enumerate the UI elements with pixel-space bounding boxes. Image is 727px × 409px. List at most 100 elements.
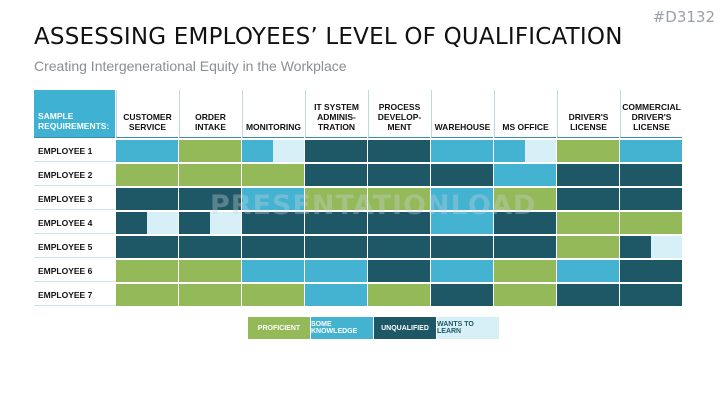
column-header-line: LICENSE (633, 122, 670, 132)
qualification-cell (179, 236, 241, 258)
qualification-cell (179, 188, 241, 210)
qualification-cell (494, 284, 556, 306)
column-header-line: DRIVER'S (568, 112, 609, 122)
qualification-cell (368, 140, 430, 162)
column-header-line: MENT (387, 122, 412, 132)
qualification-cell (305, 260, 367, 282)
slide-id-tag: #D3132 (652, 8, 715, 26)
corner-header: SAMPLE REQUIREMENTS: (34, 90, 115, 138)
qualification-cell (368, 212, 430, 234)
qualification-cell (368, 236, 430, 258)
qualification-cell (557, 260, 619, 282)
qualification-cell (620, 164, 682, 186)
qualification-cell (431, 212, 493, 234)
qualification-cell (179, 284, 241, 306)
qualification-cell (368, 164, 430, 186)
column-header-line: PROCESS (378, 102, 421, 112)
column-header-line: ORDER INTAKE (194, 112, 226, 132)
qualification-cell (242, 188, 304, 210)
qualification-cell (179, 140, 241, 162)
wants-to-learn-marker (210, 212, 241, 234)
qualification-cell (305, 188, 367, 210)
qualification-cell (368, 260, 430, 282)
wants-to-learn-marker (273, 140, 304, 162)
qualification-matrix: SAMPLE REQUIREMENTS: CUSTOMER SERVICE ORDER … (34, 90, 682, 306)
qualification-cell (431, 284, 493, 306)
qualification-cell (557, 188, 619, 210)
legend-item: SOME KNOWLEDGE (311, 317, 373, 339)
wants-to-learn-marker (651, 236, 682, 258)
qualification-cell (431, 188, 493, 210)
qualification-cell (557, 212, 619, 234)
employee-label: EMPLOYEE 4 (34, 212, 115, 234)
qualification-cell (116, 260, 178, 282)
column-header-line: ADMINIS- (317, 112, 356, 122)
qualification-cell (368, 284, 430, 306)
qualification-cell (305, 236, 367, 258)
qualification-cell (242, 284, 304, 306)
qualification-cell (116, 212, 178, 234)
qualification-cell (431, 140, 493, 162)
qualification-cell (116, 284, 178, 306)
qualification-cell (116, 236, 178, 258)
slide-subtitle: Creating Intergenerational Equity in the… (34, 58, 347, 74)
column-header: CUSTOMER SERVICE (116, 90, 178, 138)
qualification-cell (494, 260, 556, 282)
column-header-line: TRATION (317, 122, 356, 132)
qualification-cell (620, 284, 682, 306)
qualification-cell (179, 260, 241, 282)
qualification-cell (368, 188, 430, 210)
qualification-cell (179, 164, 241, 186)
column-header-line: WAREHOUSE (434, 122, 491, 132)
column-header-line: MONITORING (245, 122, 302, 132)
qualification-cell (494, 164, 556, 186)
employee-label: EMPLOYEE 2 (34, 164, 115, 186)
employee-label: EMPLOYEE 5 (34, 236, 115, 258)
qualification-cell (179, 212, 241, 234)
qualification-cell (620, 212, 682, 234)
qualification-cell (620, 188, 682, 210)
column-header: COMMERCIAL DRIVER'S LICENSE (620, 90, 682, 138)
qualification-cell (620, 260, 682, 282)
qualification-cell (116, 140, 178, 162)
column-header-line: IT SYSTEM (314, 102, 359, 112)
column-header: MS OFFICE (494, 90, 556, 138)
qualification-cell (557, 140, 619, 162)
qualification-cell (116, 188, 178, 210)
column-header-line: CUSTOMER (123, 112, 172, 122)
slide-title: ASSESSING EMPLOYEES’ LEVEL OF QUALIFICAT… (34, 24, 623, 50)
qualification-cell (494, 140, 556, 162)
wants-to-learn-marker (525, 140, 556, 162)
employee-label: EMPLOYEE 7 (34, 284, 115, 306)
qualification-cell (620, 140, 682, 162)
column-header: MONITORING (242, 90, 304, 138)
qualification-cell (431, 260, 493, 282)
employee-label: EMPLOYEE 3 (34, 188, 115, 210)
column-header: DRIVER'S LICENSE (557, 90, 619, 138)
column-header-line: COMMERCIAL (622, 102, 681, 112)
corner-header-line: SAMPLE (38, 111, 74, 121)
qualification-cell (305, 212, 367, 234)
employee-label: EMPLOYEE 6 (34, 260, 115, 282)
qualification-cell (242, 212, 304, 234)
qualification-cell (305, 284, 367, 306)
column-header-line: SERVICE (128, 122, 167, 132)
qualification-cell (431, 164, 493, 186)
qualification-cell (242, 140, 304, 162)
column-header: WAREHOUSE (431, 90, 493, 138)
legend-item: WANTS TO LEARN (437, 317, 499, 339)
qualification-cell (242, 260, 304, 282)
column-header: IT SYSTEM ADMINIS- TRATION (305, 90, 367, 138)
column-header-line: DEVELOP- (377, 112, 422, 122)
qualification-cell (557, 284, 619, 306)
column-header-line: DRIVER'S (631, 112, 672, 122)
qualification-cell (242, 164, 304, 186)
qualification-cell (242, 236, 304, 258)
qualification-cell (494, 236, 556, 258)
corner-header-line: REQUIREMENTS: (38, 121, 110, 131)
qualification-cell (431, 236, 493, 258)
column-header-line: MS OFFICE (502, 122, 549, 132)
qualification-cell (494, 212, 556, 234)
qualification-cell (620, 236, 682, 258)
legend-item: UNQUALIFIED (374, 317, 436, 339)
